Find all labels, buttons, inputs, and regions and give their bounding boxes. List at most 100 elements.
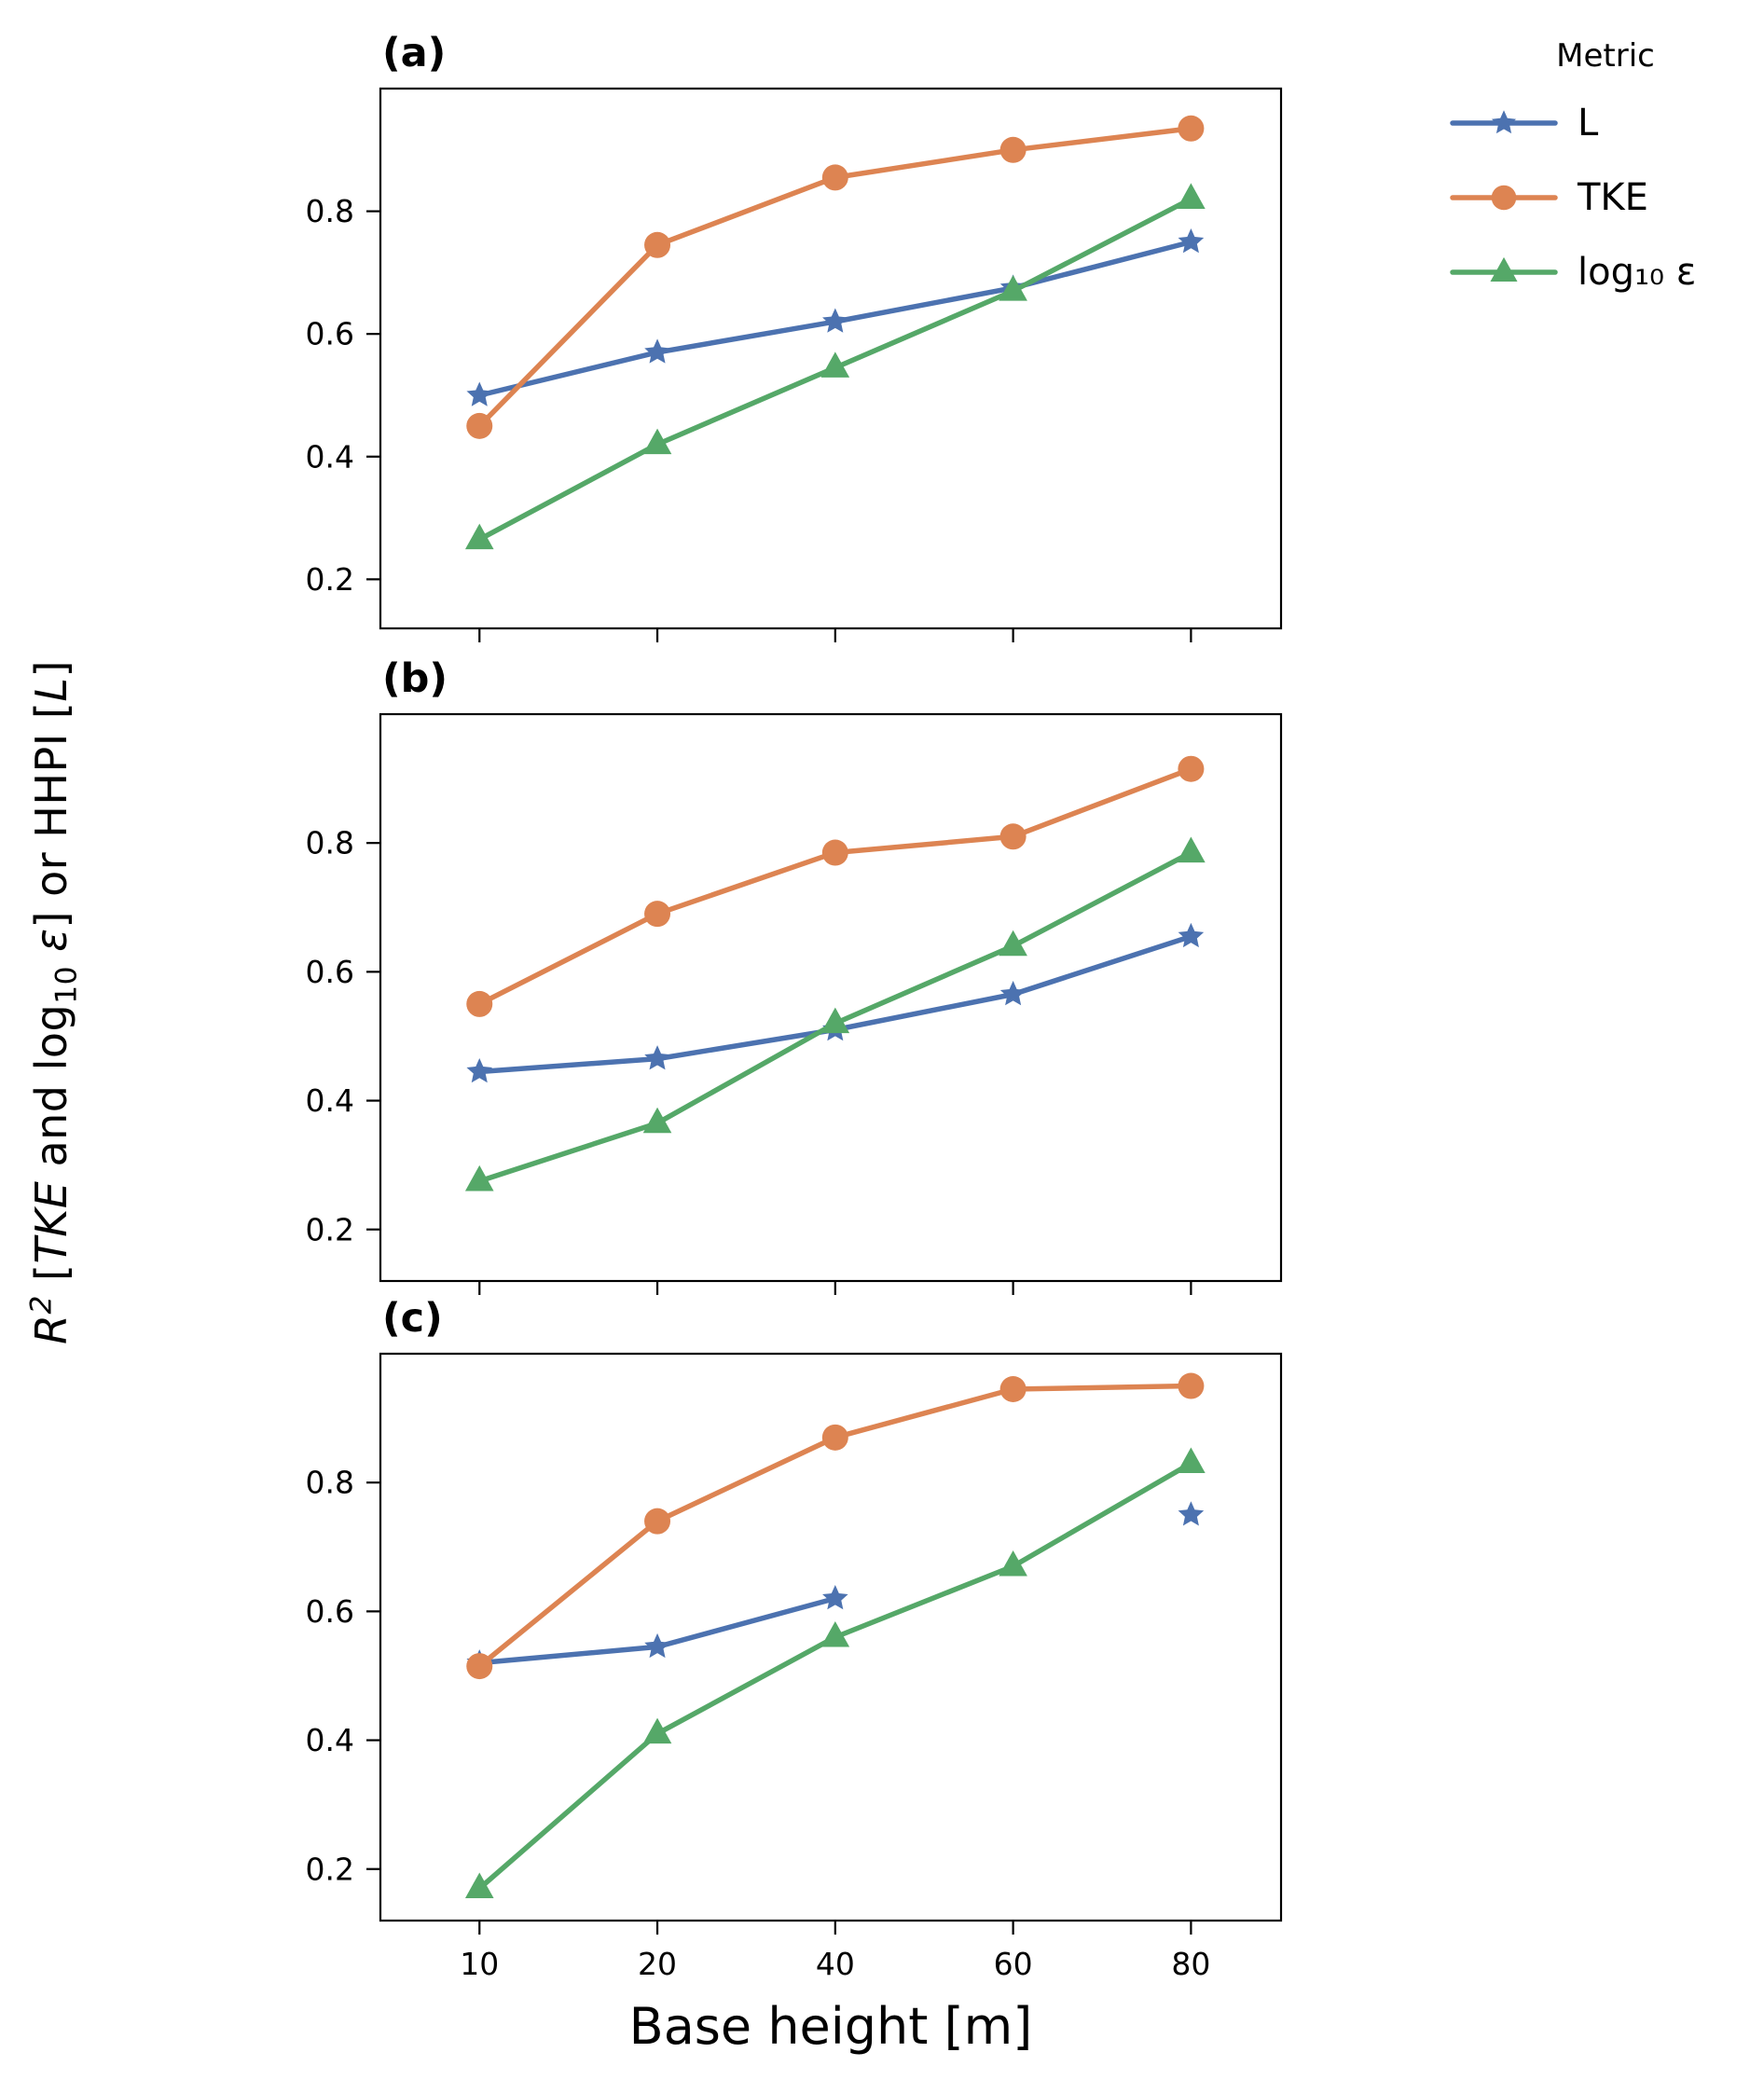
panel-letter: (a) xyxy=(382,30,446,76)
y-axis-label: R2 [TKE and log10 ε] or HHPI [L] xyxy=(25,660,84,1344)
star-marker xyxy=(644,1045,670,1070)
legend-label-TKE: TKE xyxy=(1578,176,1648,219)
axes-spines xyxy=(379,87,1283,630)
y-axis-label-part: ] or HHPI [ xyxy=(26,701,77,929)
y-tick-label: 0.2 xyxy=(306,1851,354,1887)
star-marker xyxy=(1178,227,1205,254)
y-axis-label-part: TKE xyxy=(26,1180,77,1264)
circle-marker xyxy=(466,412,493,439)
y-axis-label-part: R xyxy=(26,1314,77,1344)
axes-spines xyxy=(379,712,1283,1283)
y-axis-label-part: 2 xyxy=(24,1295,59,1315)
circle-marker xyxy=(1178,115,1205,142)
y-tick-label: 0.2 xyxy=(306,1211,354,1247)
circle-marker xyxy=(999,823,1027,850)
circle-marker xyxy=(999,136,1027,163)
legend-item-log10-epsilon: log₁₀ ε xyxy=(1447,235,1764,310)
star-marker xyxy=(1491,110,1517,134)
y-tick-label: 0.4 xyxy=(306,1082,354,1119)
triangle-marker xyxy=(999,275,1027,301)
circle-marker xyxy=(466,990,493,1017)
y-tick-label: 0.8 xyxy=(306,193,354,229)
star-marker xyxy=(466,381,493,406)
triangle-marker xyxy=(999,1550,1027,1577)
axes-spines xyxy=(379,1352,1283,1922)
panel-b: 0.2 0.4 0.6 0.8 (b) xyxy=(306,655,1283,1295)
circle-marker xyxy=(1178,1372,1205,1399)
series-line xyxy=(476,1595,838,1666)
triangle-marker xyxy=(464,1872,494,1898)
circle-marker xyxy=(644,901,671,928)
panel-letter: (b) xyxy=(382,655,448,702)
panel-a: 0.2 0.4 0.6 0.8 (a) xyxy=(306,30,1283,642)
panel-c: 0.2 0.4 0.6 0.8 10 20 40 60 80 (c) xyxy=(306,1295,1283,1982)
series-log10-epsilon xyxy=(464,183,1206,550)
circle-marker xyxy=(1491,185,1517,211)
triangle-marker xyxy=(820,1621,850,1647)
x-tick-label: 20 xyxy=(638,1946,677,1982)
x-tick-label: 40 xyxy=(816,1946,855,1982)
series-line xyxy=(476,933,1194,1075)
series-L xyxy=(466,227,1205,406)
y-axis-label-part: [ xyxy=(26,1263,77,1296)
series-TKE xyxy=(466,1372,1205,1680)
line-marker-sample-icon xyxy=(1450,110,1558,134)
star-marker xyxy=(644,338,670,364)
triangle-marker xyxy=(464,1164,494,1192)
y-tick-label: 0.6 xyxy=(306,954,354,990)
star-marker xyxy=(999,981,1027,1006)
y-axis-label-part: and log xyxy=(26,1003,77,1181)
series-L xyxy=(466,922,1205,1083)
triangle-marker xyxy=(642,1107,672,1134)
legend-item-L: L xyxy=(1447,86,1764,160)
triangle-marker xyxy=(820,1007,850,1034)
triangle-marker xyxy=(1177,1447,1206,1473)
y-tick-label: 0.4 xyxy=(306,1722,354,1758)
triangle-marker xyxy=(820,351,850,378)
series-line xyxy=(476,1460,1194,1892)
circle-marker xyxy=(821,1424,848,1451)
circle-marker xyxy=(644,1508,671,1535)
legend-label-log10-epsilon: log₁₀ ε xyxy=(1578,251,1697,294)
y-tick-label: 0.6 xyxy=(306,1593,354,1630)
legend: Metric L TKE log₁₀ ε xyxy=(1447,37,1764,310)
y-tick-label: 0.6 xyxy=(306,316,354,352)
circle-marker xyxy=(1178,755,1205,782)
y-axis-label-part: 10 xyxy=(49,965,84,1004)
line-marker-sample-icon xyxy=(1450,185,1558,211)
triangle-marker xyxy=(642,428,672,455)
circle-marker xyxy=(466,1653,493,1680)
y-tick-label: 0.2 xyxy=(306,561,354,598)
star-marker xyxy=(466,1057,493,1083)
x-tick-label: 60 xyxy=(994,1946,1033,1982)
y-axis-label-part: L xyxy=(26,677,77,702)
panel-letter: (c) xyxy=(382,1295,443,1342)
triangle-marker xyxy=(464,523,494,550)
circle-marker xyxy=(644,231,671,258)
legend-title: Metric xyxy=(1556,37,1655,75)
triangle-marker xyxy=(999,930,1027,957)
series-TKE xyxy=(466,755,1205,1017)
line-marker-sample-icon xyxy=(1450,256,1558,282)
y-axis-label-part: ] xyxy=(26,660,77,678)
y-tick-label: 0.8 xyxy=(306,825,354,861)
y-axis-label-part: ε xyxy=(26,928,77,966)
y-tick-label: 0.4 xyxy=(306,438,354,475)
y-tick-label: 0.8 xyxy=(306,1465,354,1501)
star-marker xyxy=(1178,922,1205,948)
triangle-marker xyxy=(642,1717,672,1744)
star-marker xyxy=(1178,1501,1205,1526)
triangle-marker xyxy=(1490,256,1518,282)
star-marker xyxy=(822,1585,848,1610)
star-marker xyxy=(644,1632,670,1659)
series-log10-epsilon xyxy=(464,836,1206,1192)
x-tick-label: 10 xyxy=(460,1946,499,1982)
triangle-marker xyxy=(1177,836,1206,863)
legend-label-L: L xyxy=(1578,102,1599,145)
x-tick-label: 80 xyxy=(1171,1946,1210,1982)
series-log10-epsilon xyxy=(464,1447,1206,1898)
circle-marker xyxy=(821,164,848,191)
x-axis-label: Base height [m] xyxy=(628,1997,1033,2056)
